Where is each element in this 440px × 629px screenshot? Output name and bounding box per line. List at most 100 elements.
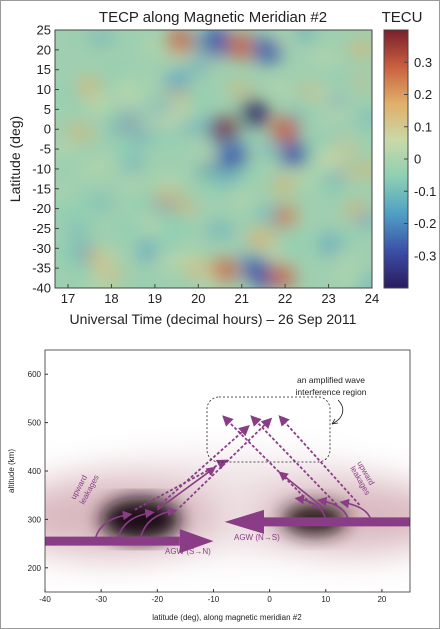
heat-texture <box>350 280 372 288</box>
ytick-label: -15 <box>32 181 51 196</box>
heat-texture <box>320 106 350 119</box>
heat-texture <box>261 141 278 154</box>
heat-texture <box>155 256 171 266</box>
interference-pointer-head <box>331 418 339 425</box>
heat-texture <box>250 209 265 229</box>
heat-texture <box>325 94 345 109</box>
xtick-label: 23 <box>321 291 335 306</box>
heat-texture <box>153 190 180 207</box>
ytick-label: 20 <box>37 42 51 57</box>
density-ylabel: altitude (km) <box>7 449 16 493</box>
heat-texture <box>118 107 141 122</box>
xtick-label: 18 <box>104 291 118 306</box>
colorbar-tick-label: -0.1 <box>414 184 436 199</box>
ytick-label: -40 <box>32 281 51 296</box>
ytick-label: 5 <box>44 102 51 117</box>
heat-texture <box>294 30 315 39</box>
heat-texture <box>150 130 178 146</box>
heat-blob-core <box>204 35 227 56</box>
heat-texture <box>55 245 71 264</box>
leakage-right <box>316 496 350 520</box>
ytick-label: 400 <box>28 467 42 476</box>
heat-texture <box>190 58 212 72</box>
heat-texture <box>70 199 96 220</box>
ytick-label: -5 <box>39 142 51 157</box>
heat-texture <box>55 196 70 217</box>
wave-ray-southward <box>278 415 361 506</box>
interference-region <box>206 396 331 463</box>
heat-texture <box>197 165 222 175</box>
heat-texture <box>141 220 165 231</box>
heat-texture <box>66 226 89 235</box>
heat-texture <box>118 78 135 96</box>
heat-texture <box>121 138 137 156</box>
heat-texture <box>254 280 271 288</box>
heat-texture <box>155 227 177 247</box>
heatmap-xlabel: Universal Time (decimal hours) – 26 Sep … <box>70 311 357 327</box>
ytick-label: 15 <box>37 62 51 77</box>
ytick-label: -25 <box>32 221 51 236</box>
heat-texture <box>183 89 213 106</box>
colorbar-tick-label: -0.3 <box>414 248 436 263</box>
wave-ray-northward <box>156 425 250 508</box>
heat-blob-core <box>269 266 292 287</box>
heat-texture <box>132 282 158 288</box>
xtick-label: -10 <box>208 595 220 604</box>
heat-blob-core <box>256 39 279 60</box>
heat-texture <box>138 239 157 256</box>
heat-texture <box>166 244 184 256</box>
heat-texture <box>62 214 84 229</box>
xtick-label: 10 <box>321 595 330 604</box>
heat-texture <box>112 142 125 162</box>
colorbar-tick-label: 0.3 <box>414 55 432 70</box>
ytick-label: -10 <box>32 161 51 176</box>
heat-texture <box>133 33 149 48</box>
heat-blob-core <box>169 31 192 52</box>
heatmap-ylabel: Latitude (deg) <box>7 116 23 202</box>
heat-texture <box>238 252 259 262</box>
heat-blob-core <box>274 119 297 140</box>
xtick-label: 21 <box>234 291 248 306</box>
heat-texture <box>317 155 341 175</box>
wave-ray <box>278 471 327 511</box>
colorbar-label: TECU <box>382 9 423 26</box>
heat-texture <box>81 164 95 178</box>
xtick-label: 0 <box>267 595 272 604</box>
wave-arrows <box>45 415 410 554</box>
heat-texture <box>291 172 318 182</box>
heat-texture <box>87 32 115 42</box>
xtick-label: 22 <box>278 291 292 306</box>
heat-texture <box>178 122 199 133</box>
heat-blob-core <box>213 262 236 283</box>
heat-texture <box>55 144 76 155</box>
heat-blob-core <box>222 147 245 168</box>
heat-texture <box>72 266 91 275</box>
heat-texture <box>125 180 144 189</box>
wave-ray-northward <box>179 417 273 508</box>
heat-texture <box>267 84 292 94</box>
heat-texture <box>343 201 368 218</box>
heat-texture <box>327 138 354 152</box>
xtick-label: 17 <box>61 291 75 306</box>
heat-texture <box>93 88 106 100</box>
interference-pointer <box>331 399 344 425</box>
xtick-label: 24 <box>365 291 379 306</box>
ytick-label: 200 <box>28 564 42 573</box>
agw-sn-label: AGW (S→N) <box>165 547 211 556</box>
heat-texture <box>78 179 98 188</box>
ytick-label: 600 <box>28 370 42 379</box>
heat-texture <box>126 155 141 172</box>
heat-texture <box>175 200 196 215</box>
heat-texture <box>91 159 113 171</box>
heat-texture <box>336 238 358 252</box>
heat-texture <box>349 41 372 57</box>
heat-texture <box>197 141 212 159</box>
heat-texture <box>97 108 124 121</box>
heat-texture <box>92 198 111 208</box>
heat-texture <box>195 173 225 191</box>
wave-ray-southward <box>222 415 316 508</box>
agw-sn-head <box>179 529 214 554</box>
leakage-left <box>117 508 155 539</box>
heatmap-border <box>54 29 373 289</box>
density-xlabel: latitude (deg), along magnetic meridian … <box>152 613 302 622</box>
